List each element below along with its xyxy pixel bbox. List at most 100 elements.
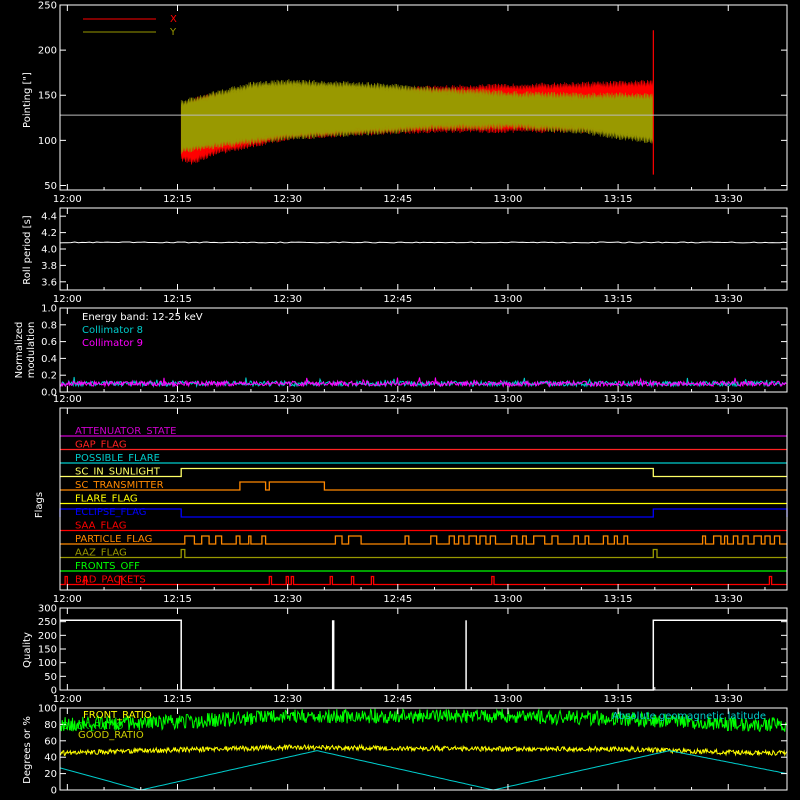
- y-tick-label: 3.8: [41, 261, 57, 272]
- x-tick-label: 13:00: [494, 394, 523, 405]
- flag-label-saa-flag: SAA_FLAG: [75, 521, 126, 532]
- pointing-legend: X Y: [83, 14, 177, 38]
- flag-label-aaz-flag: AAZ_FLAG: [75, 548, 127, 559]
- flag-label-flare-flag: FLARE_FLAG: [75, 494, 138, 505]
- front-ratio-label-overlap: BACK_RATIO: [62, 721, 124, 732]
- y-tick-label: 100: [38, 136, 57, 147]
- flag-line-bad-packets: [60, 575, 787, 586]
- x-tick-label: 13:15: [604, 294, 633, 305]
- x-tick-label: 12:00: [53, 294, 82, 305]
- pointing-ylabel: Pointing ["]: [22, 72, 33, 128]
- front-ratio-line: [59, 708, 788, 733]
- x-tick-label: 12:00: [53, 694, 82, 705]
- legend-y-label: Y: [169, 27, 177, 38]
- ratio-panel: 0 20 40 60 80 100 FRONT_RATIO BACK_RATIO GOOD…: [22, 704, 788, 797]
- y-tick-label: 100: [38, 704, 57, 715]
- y-tick-label: 100: [38, 658, 57, 669]
- y-tick-label: 80: [44, 720, 57, 731]
- x-tick-label: 13:15: [604, 394, 633, 405]
- x-tick-label: 13:00: [494, 294, 523, 305]
- quality-axes: 12:00 12:15 12:30 12:45 13:00 13:15 13:30 0 50 10…: [38, 604, 788, 705]
- panel-frame: [59, 307, 788, 393]
- y-tick-label: 50: [44, 672, 57, 683]
- flag-label-bad-packets: BAD_PACKETS: [75, 575, 146, 586]
- x-tick-label: 12:30: [273, 694, 302, 705]
- y-tick-label: 0.2: [41, 371, 57, 382]
- y-tick-label: 0: [51, 786, 57, 797]
- flag-line-particle-flag: [60, 535, 787, 545]
- y-tick-label: 4.4: [41, 212, 57, 223]
- x-tick-label: 13:30: [714, 394, 743, 405]
- modulation-panel: 12:00 12:15 12:30 12:45 13:00 13:15 13:30 0.0 0.…: [14, 304, 788, 405]
- x-tick-label: 13:15: [604, 594, 633, 605]
- flag-line-sc-transmitter: [60, 481, 787, 491]
- pointing-axes: 12:00 12:15 12:30 12:45 13:00 13:15 13:30 50 100…: [38, 1, 788, 205]
- roll-period-axes: 12:00 12:15 12:30 12:45 13:00 13:15 13:30 3.6 3.…: [41, 207, 788, 305]
- flags-series: ATTENUATOR_STATE GAP_FLAG POSSIBLE_FLARE SC…: [59, 426, 788, 586]
- x-tick-label: 13:00: [494, 594, 523, 605]
- y-tick-label: 0.6: [41, 337, 57, 348]
- front-ratio-label: FRONT_RATIO: [83, 710, 152, 721]
- y-tick-label: 200: [38, 631, 57, 642]
- y-tick-label: 150: [38, 91, 57, 102]
- x-tick-label: 13:30: [714, 194, 743, 205]
- panel-frame: [59, 707, 788, 791]
- x-tick-label: 12:00: [53, 594, 82, 605]
- x-tick-label: 12:15: [163, 394, 192, 405]
- y-tick-label: 3.6: [41, 277, 57, 288]
- collimator9-label: Collimator 9: [82, 338, 143, 349]
- y-tick-label: 20: [44, 769, 57, 780]
- energy-band-annotation: Energy band: 12-25 keV: [82, 312, 203, 323]
- flag-label-sc-in-sunlight: SC_IN_SUNLIGHT: [75, 467, 161, 478]
- flags-axes: 12:00 12:15 12:30 12:45 13:00 13:15 13:30: [53, 407, 788, 605]
- x-tick-label: 12:45: [383, 394, 412, 405]
- ratio-series: [59, 708, 788, 791]
- flag-label-possible-flare: POSSIBLE_FLARE: [75, 453, 160, 464]
- y-tick-label: 0: [51, 686, 57, 697]
- modulation-ylabel-line1: Normalized: [14, 322, 25, 379]
- x-tick-label: 13:30: [714, 294, 743, 305]
- flag-label-attenuator-state: ATTENUATOR_STATE: [75, 426, 176, 437]
- flags-ylabel: Flags: [34, 492, 45, 518]
- x-tick-label: 12:45: [383, 694, 412, 705]
- x-tick-label: 12:00: [53, 394, 82, 405]
- x-tick-label: 12:15: [163, 194, 192, 205]
- y-tick-label: 0.8: [41, 320, 57, 331]
- y-tick-label: 200: [38, 46, 57, 57]
- roll-period-series: [59, 241, 788, 244]
- collimator8-label: Collimator 8: [82, 325, 143, 336]
- ratio-axes: 0 20 40 60 80 100: [38, 704, 788, 797]
- x-tick-label: 12:45: [383, 594, 412, 605]
- quality-panel: 12:00 12:15 12:30 12:45 13:00 13:15 13:30 0 50 10…: [22, 604, 788, 705]
- flag-label-fronts-off: FRONTS_OFF: [75, 561, 140, 572]
- flag-label-sc-transmitter: SC_TRANSMITTER: [75, 480, 164, 491]
- y-tick-label: 60: [44, 736, 57, 747]
- x-tick-label: 13:00: [494, 694, 523, 705]
- ratio-ylabel: Degrees or %: [22, 716, 33, 784]
- x-tick-label: 12:15: [163, 594, 192, 605]
- y-tick-label: 0.0: [41, 388, 57, 399]
- x-tick-label: 12:30: [273, 394, 302, 405]
- x-tick-label: 13:30: [714, 594, 743, 605]
- flag-label-eclipse-flag: ECLIPSE_FLAG: [75, 507, 146, 518]
- y-tick-label: 250: [38, 1, 57, 12]
- x-tick-label: 12:30: [273, 194, 302, 205]
- flag-line-eclipse-flag: [59, 508, 788, 518]
- y-tick-label: 250: [38, 617, 57, 628]
- roll-period-panel: 12:00 12:15 12:30 12:45 13:00 13:15 13:30 3.6 3.…: [22, 207, 788, 305]
- x-tick-label: 13:15: [604, 194, 633, 205]
- panel-frame: [59, 407, 788, 591]
- good-ratio-label-overlap: GOOD_RATIO: [78, 730, 144, 741]
- x-tick-label: 12:45: [383, 294, 412, 305]
- pointing-series: [180, 30, 654, 175]
- pointing-panel: 12:00 12:15 12:30 12:45 13:00 13:15 13:30 50 100…: [22, 1, 788, 205]
- x-tick-label: 12:15: [163, 294, 192, 305]
- modulation-ylabel-line2: modulation: [26, 322, 37, 379]
- roll-period-line: [59, 241, 788, 244]
- x-tick-label: 13:00: [494, 194, 523, 205]
- modulation-axes: 12:00 12:15 12:30 12:45 13:00 13:15 13:30 0.0 0.…: [41, 304, 788, 405]
- quality-ylabel: Quality: [22, 632, 33, 668]
- x-tick-label: 12:30: [273, 594, 302, 605]
